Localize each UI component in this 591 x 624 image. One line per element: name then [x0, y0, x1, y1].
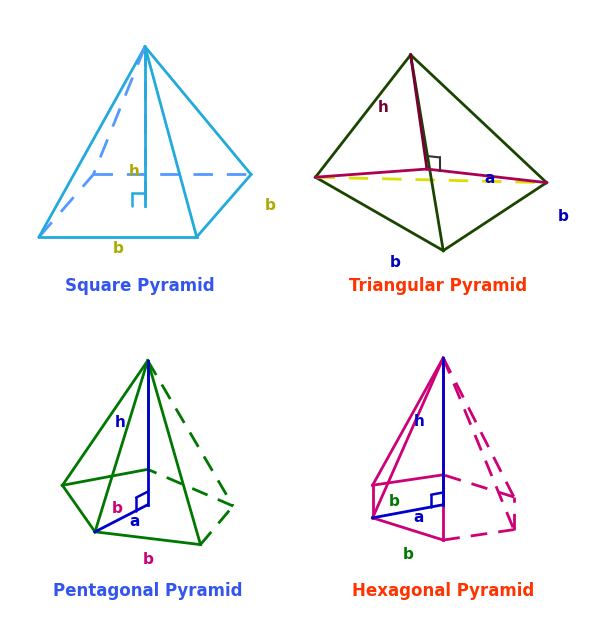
Text: Triangular Pyramid: Triangular Pyramid: [349, 276, 527, 295]
Text: h: h: [115, 415, 126, 430]
Text: a: a: [130, 514, 140, 529]
Text: h: h: [378, 100, 389, 115]
Text: b: b: [111, 501, 122, 516]
Text: Hexagonal Pyramid: Hexagonal Pyramid: [352, 582, 534, 600]
Text: h: h: [129, 163, 139, 178]
Text: a: a: [484, 170, 495, 185]
Text: h: h: [413, 414, 424, 429]
Text: Square Pyramid: Square Pyramid: [65, 276, 215, 295]
Text: b: b: [402, 547, 413, 562]
Text: b: b: [265, 198, 275, 213]
Text: Pentagonal Pyramid: Pentagonal Pyramid: [53, 582, 242, 600]
Text: b: b: [142, 552, 153, 567]
Text: b: b: [389, 494, 400, 509]
Text: b: b: [557, 209, 569, 224]
Text: b: b: [112, 241, 124, 256]
Text: b: b: [390, 255, 401, 270]
Text: a: a: [414, 510, 424, 525]
